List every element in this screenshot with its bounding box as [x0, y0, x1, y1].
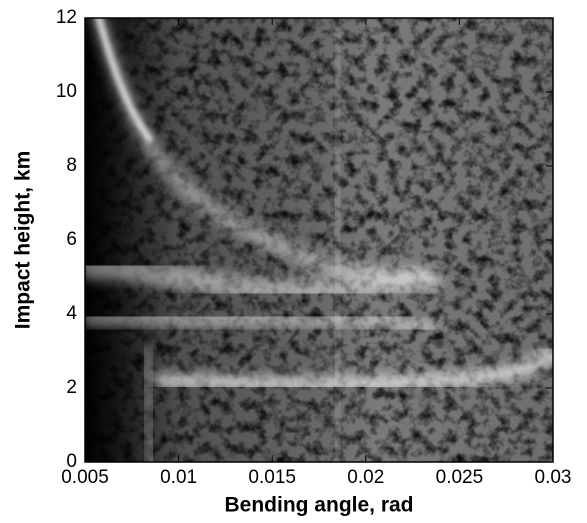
y-tick-label: 4	[66, 303, 77, 324]
x-tick-label: 0.025	[436, 467, 484, 488]
x-tick-label: 0.03	[535, 467, 572, 488]
x-tick-label: 0.01	[160, 467, 197, 488]
y-tick-label: 10	[56, 81, 77, 102]
x-axis-label: Bending angle, rad	[224, 494, 413, 517]
y-tick-label: 0	[66, 451, 77, 472]
y-tick-label: 12	[56, 7, 77, 28]
y-tick-label: 2	[66, 377, 77, 398]
intensity-image	[85, 18, 553, 462]
x-tick-label: 0.015	[248, 467, 296, 488]
y-tick-label: 6	[66, 229, 77, 250]
x-tick-label: 0.02	[347, 467, 384, 488]
y-tick-label: 8	[66, 155, 77, 176]
x-tick-label: 0.005	[61, 467, 109, 488]
y-axis-label: Impact height, km	[12, 151, 35, 330]
